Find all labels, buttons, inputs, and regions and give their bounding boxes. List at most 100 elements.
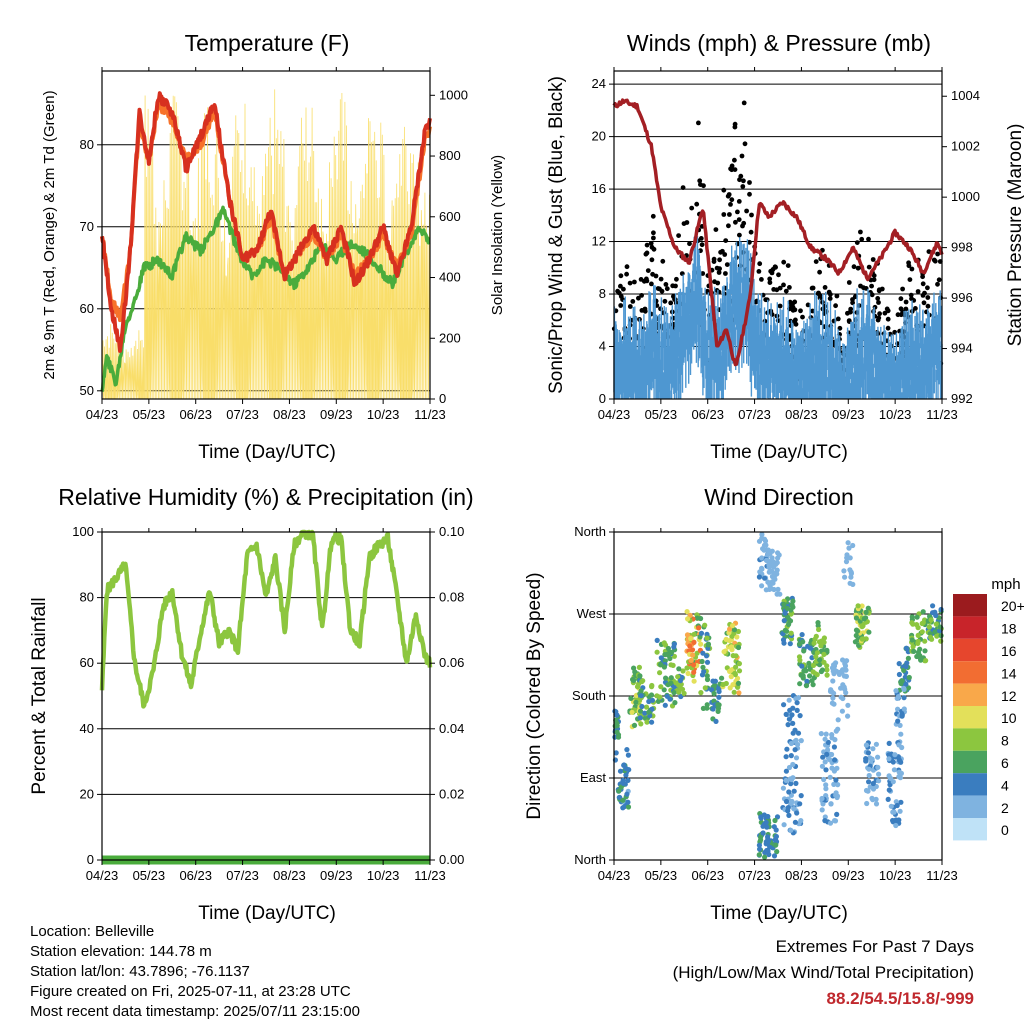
direction-point — [865, 750, 872, 756]
direction-point — [822, 736, 828, 742]
recent-timestamp: Most recent data timestamp: 2025/07/11 2… — [30, 1003, 360, 1020]
station-latlon: Station lat/lon: 43.7896; -76.1137 — [30, 963, 250, 980]
gust-point — [798, 308, 803, 314]
direction-point — [814, 672, 820, 678]
gust-point — [621, 286, 626, 292]
direction-point — [834, 811, 840, 818]
direction-point — [625, 804, 632, 810]
gust-point — [697, 178, 703, 184]
direction-point — [663, 675, 669, 681]
direction-point — [773, 842, 779, 848]
direction-point — [901, 667, 907, 674]
direction-point — [827, 757, 833, 763]
direction-point — [909, 620, 915, 626]
gust-point — [800, 314, 805, 320]
winds-title: Winds (mph) & Pressure (mb) — [627, 30, 931, 56]
gust-point — [827, 296, 833, 301]
direction-point — [831, 781, 837, 788]
speed-legend-label: 12 — [1001, 688, 1017, 704]
gust-point — [747, 239, 752, 245]
direction-point — [793, 755, 800, 761]
gust-point — [736, 199, 742, 204]
direction-point — [825, 747, 831, 753]
direction-point — [789, 776, 795, 783]
direction-point — [919, 620, 925, 627]
direction-point — [774, 567, 780, 573]
gust-point — [898, 296, 904, 302]
direction-point — [784, 746, 790, 752]
direction-point — [620, 780, 627, 787]
direction-point — [898, 799, 904, 805]
temperature-ytick-label: 50 — [80, 383, 94, 398]
direction-point — [668, 675, 674, 681]
gust-point — [903, 306, 909, 312]
gust-point — [736, 217, 742, 223]
gust-point — [615, 288, 620, 294]
direction-point — [911, 648, 917, 655]
direction-point — [729, 647, 735, 653]
speed-legend-label: 2 — [1001, 800, 1009, 816]
direction-point — [933, 621, 939, 627]
direction-point — [684, 665, 690, 671]
direction-point — [700, 664, 706, 670]
direction-point — [810, 662, 817, 669]
direction-point — [773, 827, 779, 833]
direction-point — [895, 706, 901, 712]
direction-point — [788, 781, 794, 787]
humidity-xtick-label: 08/23 — [273, 868, 306, 883]
direction-point — [631, 722, 638, 729]
direction-point — [799, 632, 805, 638]
direction-point — [644, 719, 650, 725]
direction-point — [698, 615, 704, 622]
direction-point — [708, 687, 715, 693]
gust-point — [618, 303, 624, 308]
direction-point — [685, 616, 691, 622]
direction-point — [705, 642, 711, 648]
temperature-xtick-label: 04/23 — [86, 407, 119, 422]
direction-point — [699, 658, 705, 665]
direction-point — [684, 609, 690, 615]
direction-point — [637, 708, 644, 714]
gust-point — [663, 282, 669, 287]
direction-point — [795, 695, 802, 701]
direction-point — [678, 693, 684, 700]
direction-point — [824, 672, 830, 678]
direction-point — [614, 712, 620, 718]
temperature-ytick-right-label: 0 — [439, 391, 446, 406]
direction-point — [735, 684, 741, 690]
direction-point — [786, 789, 792, 795]
direction-point — [888, 775, 894, 782]
direction-point — [891, 767, 898, 773]
direction-point — [828, 801, 834, 807]
winds-xlabel: Time (Day/UTC) — [710, 442, 848, 463]
direction-point — [680, 668, 686, 674]
wind-direction-xtick-label: 05/23 — [645, 868, 678, 883]
direction-point — [885, 796, 891, 803]
direction-point — [788, 827, 794, 833]
gust-point — [793, 317, 798, 323]
direction-point — [704, 705, 710, 711]
direction-point — [794, 810, 800, 816]
direction-point — [703, 653, 710, 659]
gust-point — [813, 259, 819, 264]
direction-point — [654, 649, 660, 655]
direction-point — [817, 657, 823, 663]
direction-point — [626, 767, 632, 773]
direction-point — [625, 777, 631, 784]
direction-point — [671, 690, 677, 696]
gust-point — [713, 227, 719, 233]
gust-point — [776, 272, 781, 278]
direction-point — [786, 812, 792, 819]
speed-legend: mph 20+ 18 16 14 12 10 8 6 4 2 0 — [953, 576, 1024, 841]
direction-point — [923, 658, 929, 664]
gust-point — [687, 241, 692, 247]
speed-legend-label: 14 — [1001, 665, 1017, 681]
gust-point — [920, 281, 926, 287]
direction-point — [691, 639, 697, 646]
direction-point — [830, 695, 836, 701]
gust-point — [895, 312, 901, 318]
gust-point — [668, 300, 674, 306]
direction-point — [783, 798, 790, 805]
gust-point — [926, 249, 932, 255]
direction-point — [770, 558, 776, 565]
